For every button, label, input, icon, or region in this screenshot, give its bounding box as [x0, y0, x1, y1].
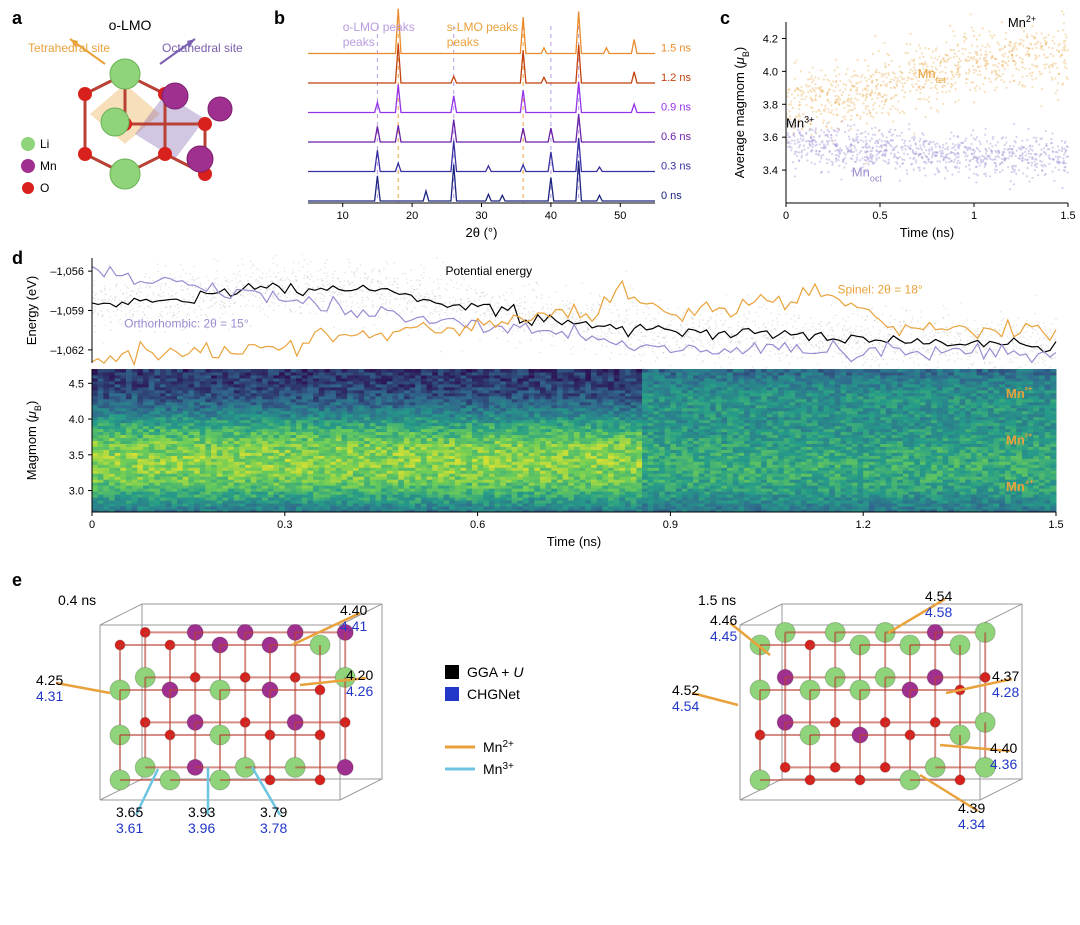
panel-a-figure: o-LMO Tetrahedral site Octahedral site L…: [10, 14, 260, 234]
svg-text:0.9 ns: 0.9 ns: [661, 102, 691, 114]
svg-text:1: 1: [971, 210, 977, 222]
panel-e-label: e: [12, 570, 22, 591]
svg-text:1.2 ns: 1.2 ns: [661, 72, 691, 84]
svg-text:50: 50: [614, 210, 626, 222]
svg-text:0.6 ns: 0.6 ns: [661, 131, 691, 143]
svg-text:4.2: 4.2: [763, 33, 778, 45]
octa-label: Octahedral site: [162, 41, 243, 55]
svg-text:0 ns: 0 ns: [661, 190, 682, 202]
svg-text:O: O: [40, 181, 49, 195]
panel-b-chart: 0 ns 0.3 ns 0.6 ns 0.9 ns 1.2 ns 1.5 ns o-LMO …: [280, 8, 710, 243]
svg-text:Mn2+: Mn2+: [1008, 14, 1036, 30]
svg-text:2θ (°): 2θ (°): [466, 225, 498, 240]
panel-e-legend: GGA + UCHGNetMn2+Mn3+: [445, 665, 665, 825]
svg-text:10: 10: [337, 210, 349, 222]
svg-text:Orthorhombic: 2θ = 15°: Orthorhombic: 2θ = 15°: [124, 317, 249, 331]
svg-text:Li: Li: [40, 137, 49, 151]
panel-d-chart: –1,062 –1,059 –1,056 Energy (eV) Potential e…: [22, 252, 1070, 552]
svg-text:3.4: 3.4: [763, 165, 778, 177]
svg-text:3.6: 3.6: [763, 132, 778, 144]
panel-e-right-structure: 1.5 ns4.544.584.464.454.524.544.374.284.…: [670, 585, 1060, 865]
svg-text:Spinel: 2θ = 18°: Spinel: 2θ = 18°: [837, 282, 922, 296]
svg-text:3.8: 3.8: [763, 99, 778, 111]
svg-text:0.3 ns: 0.3 ns: [661, 161, 691, 173]
panel-a-title: o-LMO: [109, 17, 152, 33]
svg-text:peaks: peaks: [343, 35, 375, 49]
svg-text:–1,056: –1,056: [50, 266, 84, 278]
svg-text:Mnoct: Mnoct: [852, 165, 883, 184]
svg-text:Mn: Mn: [40, 159, 57, 173]
svg-text:4.0: 4.0: [763, 66, 778, 78]
tetra-label: Tetrahedral site: [28, 41, 110, 55]
svg-text:40: 40: [545, 210, 557, 222]
svg-text:–1,059: –1,059: [50, 306, 84, 318]
slmo-peaks-label: s-LMO peaks: [447, 20, 518, 34]
olmo-peaks-label: o-LMO peaks: [343, 20, 415, 34]
panel-e-left-structure: 0.4 ns4.404.414.204.264.254.313.653.613.…: [30, 585, 420, 865]
svg-text:1.5: 1.5: [1060, 210, 1075, 222]
svg-text:Average magmom (μB): Average magmom (μB): [732, 47, 751, 178]
panel-c-chart: 0 0.5 1 1.5 3.4 3.6 3.8 4.0 4.2 Time (ns) Average …: [728, 8, 1078, 243]
svg-text:0: 0: [783, 210, 789, 222]
svg-text:1.5 ns: 1.5 ns: [661, 43, 691, 55]
svg-text:Energy (eV): Energy (eV): [24, 276, 39, 345]
svg-text:peaks: peaks: [447, 35, 479, 49]
svg-text:Time (ns): Time (ns): [900, 225, 954, 240]
svg-text:0.5: 0.5: [872, 210, 887, 222]
svg-text:30: 30: [475, 210, 487, 222]
svg-text:20: 20: [406, 210, 418, 222]
svg-text:–1,062: –1,062: [50, 345, 84, 357]
svg-text:Potential energy: Potential energy: [445, 264, 532, 278]
